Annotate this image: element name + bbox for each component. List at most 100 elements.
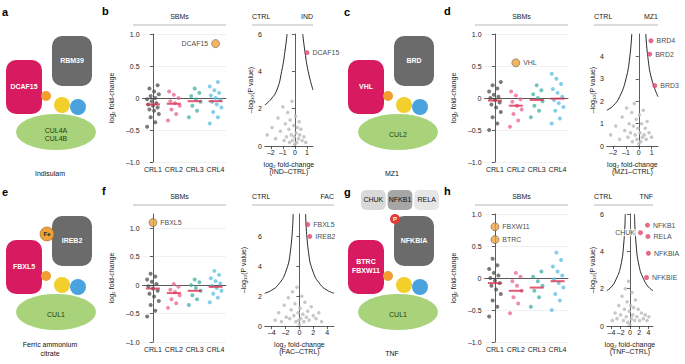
svg-text:Fe: Fe xyxy=(43,231,51,237)
svg-text:Indisulam: Indisulam xyxy=(35,170,65,177)
svg-text:–1.0: –1.0 xyxy=(126,339,140,346)
svg-text:CRL2: CRL2 xyxy=(507,166,525,173)
svg-text:–0.5: –0.5 xyxy=(468,307,482,314)
svg-text:CUL1: CUL1 xyxy=(47,311,65,318)
svg-text:Ferric ammonium: Ferric ammonium xyxy=(23,341,78,348)
svg-text:DCAF15: DCAF15 xyxy=(312,49,339,56)
svg-text:–1.0: –1.0 xyxy=(126,159,140,166)
svg-text:NFKB1: NFKB1 xyxy=(389,196,412,203)
svg-text:g: g xyxy=(344,186,351,198)
svg-text:CTRL: CTRL xyxy=(594,13,612,20)
svg-text:CRL2: CRL2 xyxy=(165,346,183,353)
svg-text:4: 4 xyxy=(325,329,329,336)
svg-text:–0.5: –0.5 xyxy=(126,127,140,134)
svg-text:BRD: BRD xyxy=(406,57,421,64)
svg-text:DCAF15: DCAF15 xyxy=(10,83,37,90)
svg-text:–1.0: –1.0 xyxy=(468,159,482,166)
svg-text:1.0: 1.0 xyxy=(130,31,140,38)
svg-text:1.0: 1.0 xyxy=(472,211,482,218)
svg-text:CRL2: CRL2 xyxy=(507,346,525,353)
svg-text:2: 2 xyxy=(600,285,604,292)
svg-text:a: a xyxy=(2,6,9,18)
svg-text:–1: –1 xyxy=(279,149,287,156)
svg-text:0: 0 xyxy=(293,149,297,156)
svg-text:–log₁₀(P value): –log₁₀(P value) xyxy=(247,67,255,113)
svg-text:RBM39: RBM39 xyxy=(60,57,84,64)
svg-text:(TNF–CTRL): (TNF–CTRL) xyxy=(610,348,650,356)
svg-text:RELA: RELA xyxy=(653,233,672,240)
svg-text:log₂ fold-change: log₂ fold-change xyxy=(108,253,116,304)
svg-text:CUL4A: CUL4A xyxy=(45,127,68,134)
svg-text:–log₁₀(P value): –log₁₀(P value) xyxy=(589,247,597,293)
svg-text:CRL4: CRL4 xyxy=(549,346,567,353)
svg-text:BTRC: BTRC xyxy=(502,236,521,243)
svg-text:CTRL: CTRL xyxy=(252,193,270,200)
svg-text:BRD3: BRD3 xyxy=(660,82,679,89)
svg-text:CRL3: CRL3 xyxy=(186,166,204,173)
svg-text:2: 2 xyxy=(637,329,641,336)
svg-text:(MZ1–CTRL): (MZ1–CTRL) xyxy=(612,168,653,176)
svg-text:IREB2: IREB2 xyxy=(62,237,83,244)
svg-text:6: 6 xyxy=(600,211,604,218)
svg-text:NFKBIE: NFKBIE xyxy=(652,274,678,281)
svg-text:6: 6 xyxy=(258,233,262,240)
svg-text:2: 2 xyxy=(258,105,262,112)
svg-text:0: 0 xyxy=(637,149,641,156)
svg-text:TNF: TNF xyxy=(385,350,399,357)
svg-text:0: 0 xyxy=(478,95,482,102)
svg-text:0: 0 xyxy=(628,329,632,336)
svg-text:b: b xyxy=(102,5,109,17)
svg-text:d: d xyxy=(444,5,451,17)
svg-text:4: 4 xyxy=(600,248,604,255)
svg-text:MZ1: MZ1 xyxy=(644,13,658,20)
svg-text:0.5: 0.5 xyxy=(472,243,482,250)
svg-text:CRL1: CRL1 xyxy=(144,346,162,353)
svg-text:log₂ fold-change: log₂ fold-change xyxy=(450,73,458,124)
svg-text:4: 4 xyxy=(258,263,262,270)
svg-text:CRL1: CRL1 xyxy=(144,166,162,173)
svg-text:2: 2 xyxy=(258,293,262,300)
svg-text:CRL1: CRL1 xyxy=(486,346,504,353)
svg-text:–1.0: –1.0 xyxy=(468,339,482,346)
svg-text:–4: –4 xyxy=(608,329,616,336)
svg-text:CUL4B: CUL4B xyxy=(45,135,68,142)
svg-text:1: 1 xyxy=(650,149,654,156)
svg-text:FBXL5: FBXL5 xyxy=(13,263,35,270)
svg-text:log₂ fold-change: log₂ fold-change xyxy=(450,253,458,304)
svg-text:–0.5: –0.5 xyxy=(126,310,140,317)
svg-text:e: e xyxy=(2,186,8,198)
svg-text:–log₁₀(P value): –log₁₀(P value) xyxy=(240,247,248,293)
svg-text:DCAF15: DCAF15 xyxy=(181,40,208,47)
svg-text:log₂ fold-change: log₂ fold-change xyxy=(108,73,116,124)
svg-text:CRL2: CRL2 xyxy=(165,166,183,173)
svg-text:BTRC: BTRC xyxy=(356,258,375,265)
svg-text:BRD4: BRD4 xyxy=(656,37,675,44)
svg-text:0.5: 0.5 xyxy=(472,63,482,70)
svg-text:–4: –4 xyxy=(268,329,276,336)
svg-text:2: 2 xyxy=(311,329,315,336)
svg-text:P: P xyxy=(393,216,397,222)
svg-text:c: c xyxy=(344,6,350,18)
svg-text:FBXW11: FBXW11 xyxy=(352,267,380,274)
svg-text:CRL3: CRL3 xyxy=(186,346,204,353)
svg-text:1: 1 xyxy=(305,149,309,156)
svg-text:CRL1: CRL1 xyxy=(486,166,504,173)
svg-text:4: 4 xyxy=(258,68,262,75)
svg-text:CHUK: CHUK xyxy=(363,196,383,203)
svg-text:–2: –2 xyxy=(282,329,290,336)
svg-text:CRL4: CRL4 xyxy=(207,166,225,173)
svg-text:NFKBIA: NFKBIA xyxy=(401,237,427,244)
svg-text:FBXL5: FBXL5 xyxy=(160,219,182,226)
svg-text:CTRL: CTRL xyxy=(594,193,612,200)
svg-text:–2: –2 xyxy=(609,149,617,156)
svg-text:6: 6 xyxy=(258,31,262,38)
svg-text:CTRL: CTRL xyxy=(252,13,270,20)
svg-text:(IND–CTRL): (IND–CTRL) xyxy=(269,168,308,176)
svg-text:0: 0 xyxy=(258,143,262,150)
svg-text:BRD2: BRD2 xyxy=(655,51,674,58)
svg-text:–2: –2 xyxy=(267,149,275,156)
svg-text:1.0: 1.0 xyxy=(130,225,140,232)
svg-text:CRL3: CRL3 xyxy=(528,166,546,173)
svg-text:NFKBIA: NFKBIA xyxy=(654,250,680,257)
svg-text:0: 0 xyxy=(136,95,140,102)
